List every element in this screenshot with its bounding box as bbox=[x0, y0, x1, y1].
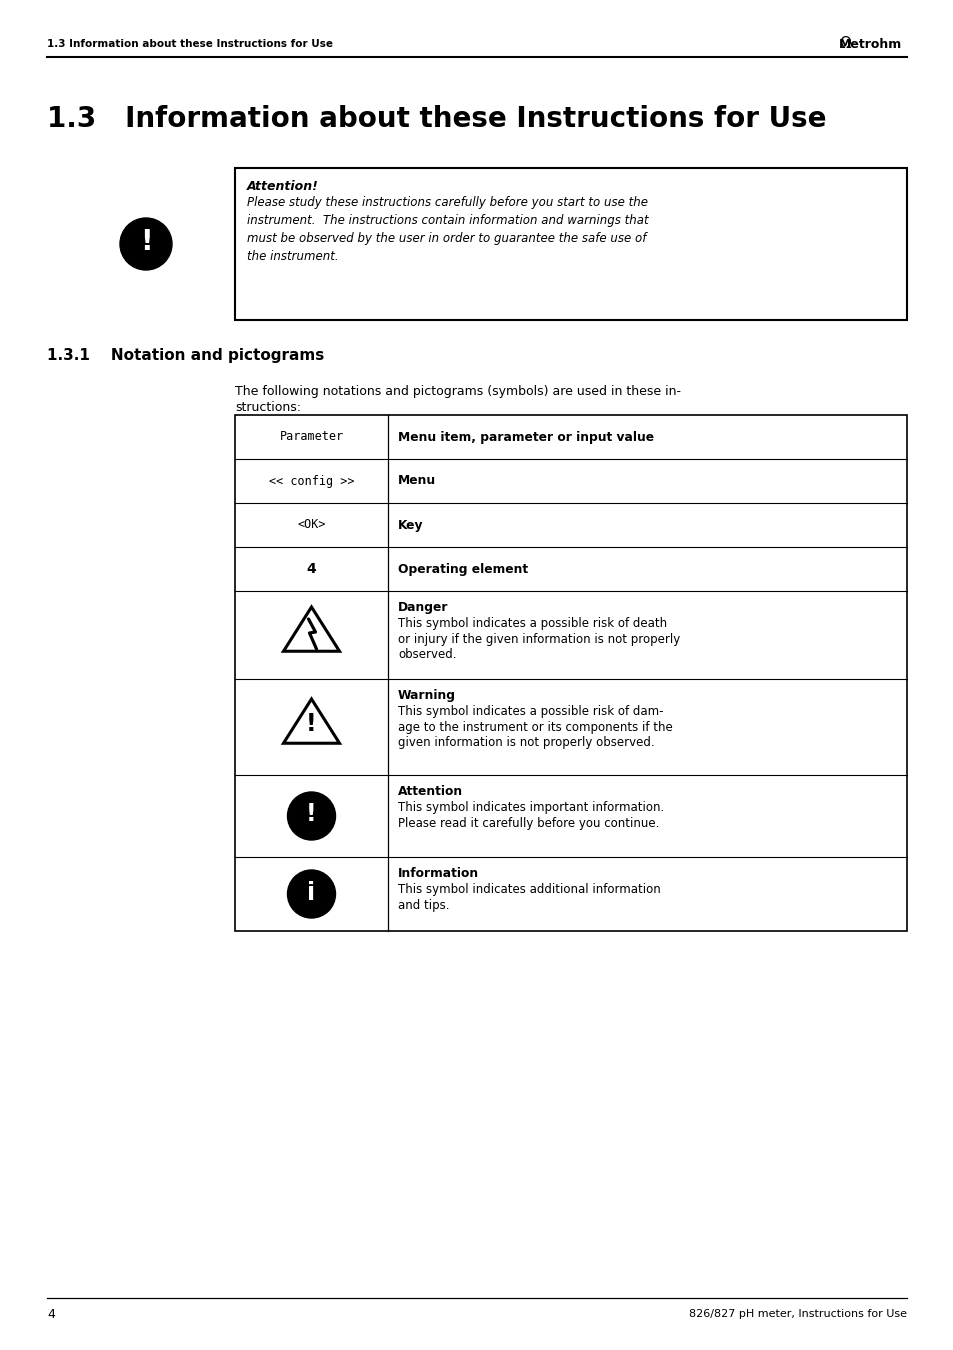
Text: given information is not properly observed.: given information is not properly observ… bbox=[397, 736, 654, 749]
Text: must be observed by the user in order to guarantee the safe use of: must be observed by the user in order to… bbox=[247, 232, 646, 244]
Text: This symbol indicates important information.: This symbol indicates important informat… bbox=[397, 801, 663, 814]
Text: This symbol indicates additional information: This symbol indicates additional informa… bbox=[397, 883, 660, 896]
Text: 1.3   Information about these Instructions for Use: 1.3 Information about these Instructions… bbox=[47, 105, 825, 134]
Text: i: i bbox=[307, 882, 315, 905]
Text: and tips.: and tips. bbox=[397, 899, 449, 911]
Text: 826/827 pH meter, Instructions for Use: 826/827 pH meter, Instructions for Use bbox=[688, 1310, 906, 1319]
Text: This symbol indicates a possible risk of death: This symbol indicates a possible risk of… bbox=[397, 617, 666, 630]
Text: Ω: Ω bbox=[838, 36, 850, 51]
Text: Warning: Warning bbox=[397, 688, 456, 702]
Text: <OK>: <OK> bbox=[297, 518, 325, 532]
Text: Metrohm: Metrohm bbox=[838, 38, 901, 50]
Text: 4: 4 bbox=[306, 562, 316, 576]
Text: 4: 4 bbox=[47, 1308, 55, 1320]
Bar bbox=[234, 167, 906, 320]
Text: Menu: Menu bbox=[397, 474, 436, 487]
Text: Please read it carefully before you continue.: Please read it carefully before you cont… bbox=[397, 817, 659, 829]
Text: !: ! bbox=[306, 802, 316, 826]
Text: observed.: observed. bbox=[397, 648, 456, 662]
Text: Please study these instructions carefully before you start to use the: Please study these instructions carefull… bbox=[247, 196, 647, 209]
Text: The following notations and pictograms (symbols) are used in these in-: The following notations and pictograms (… bbox=[234, 385, 680, 398]
Text: structions:: structions: bbox=[234, 401, 301, 414]
Text: age to the instrument or its components if the: age to the instrument or its components … bbox=[397, 721, 672, 733]
Text: Information: Information bbox=[397, 867, 478, 880]
Text: Key: Key bbox=[397, 518, 423, 532]
Circle shape bbox=[120, 217, 172, 270]
Text: Operating element: Operating element bbox=[397, 563, 528, 575]
Text: Danger: Danger bbox=[397, 601, 448, 614]
Text: 1.3 Information about these Instructions for Use: 1.3 Information about these Instructions… bbox=[47, 39, 333, 49]
Circle shape bbox=[287, 869, 335, 918]
Text: the instrument.: the instrument. bbox=[247, 250, 338, 263]
Text: << config >>: << config >> bbox=[269, 474, 354, 487]
Text: or injury if the given information is not properly: or injury if the given information is no… bbox=[397, 633, 679, 645]
Text: Attention!: Attention! bbox=[247, 180, 318, 193]
Text: !: ! bbox=[139, 228, 152, 256]
Text: instrument.  The instructions contain information and warnings that: instrument. The instructions contain inf… bbox=[247, 215, 648, 227]
Text: Parameter: Parameter bbox=[279, 431, 343, 444]
Text: !: ! bbox=[306, 711, 316, 736]
Text: 1.3.1    Notation and pictograms: 1.3.1 Notation and pictograms bbox=[47, 348, 324, 363]
Text: Menu item, parameter or input value: Menu item, parameter or input value bbox=[397, 431, 654, 444]
Bar bbox=[234, 414, 906, 932]
Text: Attention: Attention bbox=[397, 784, 462, 798]
Circle shape bbox=[287, 792, 335, 840]
Text: This symbol indicates a possible risk of dam-: This symbol indicates a possible risk of… bbox=[397, 705, 662, 718]
